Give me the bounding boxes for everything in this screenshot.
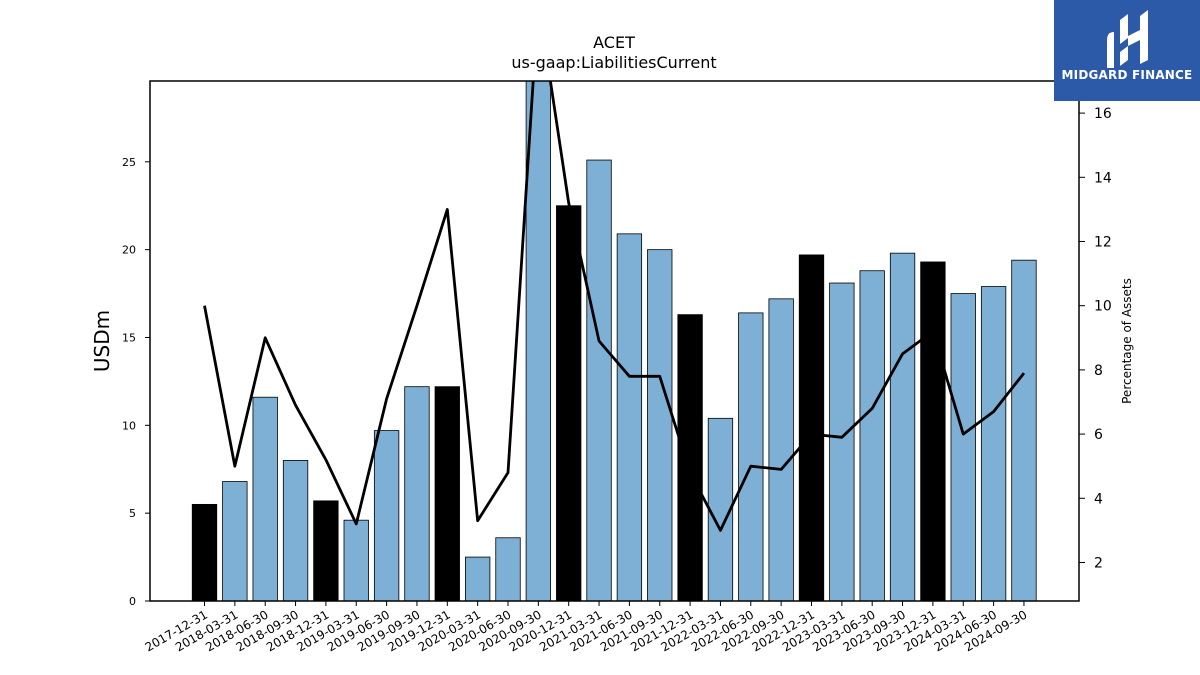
bar-2023-09-30 [889,252,916,601]
bar-2022-03-31 [707,417,734,601]
y2-tick-label: 10 [1094,299,1112,315]
bars-group [191,81,1037,601]
bar-2021-12-31 [677,314,703,601]
bar-2022-09-30 [768,298,794,601]
y-tick-label: 20 [122,244,136,257]
bar-2019-12-31 [434,386,460,601]
percentage-line [203,81,1026,532]
y-axis-label: USDm [90,310,114,372]
bar-2024-09-30 [1011,259,1037,601]
midgard-logo-icon [1107,10,1148,68]
bar-2022-12-31 [798,254,825,601]
logo-badge: MIDGARD FINANCE [1054,0,1200,101]
bar-2024-03-31 [950,293,976,601]
y2-tick-label: 2 [1094,555,1103,571]
y2-axis-label: Percentage of Assets [1120,278,1134,404]
y2-tick-label: 8 [1094,363,1103,379]
bar-2018-09-30 [282,460,309,601]
bar-2023-12-31 [920,261,946,601]
bar-2020-12-31 [556,205,582,601]
y2-tick-label: 14 [1094,170,1112,186]
y2-tick-label: 16 [1094,106,1112,122]
y-tick-label: 25 [122,156,136,169]
bar-2020-03-31 [464,556,491,601]
plot-frame [149,80,1080,602]
bar-2018-03-31 [222,481,248,601]
y-tick-label: 0 [129,595,136,608]
bar-2020-06-30 [495,537,521,601]
y2-tick-label: 6 [1094,427,1103,443]
y2-tick-label: 12 [1094,234,1112,250]
bar-2023-03-31 [829,282,855,601]
bar-2018-12-31 [313,500,339,601]
bar-2018-06-30 [252,396,278,601]
y2-axis-ticks: 2 4 6 8 10 12 14 16 [1079,106,1112,571]
y-axis-ticks: 0 5 10 15 20 25 [122,156,150,608]
logo-text: MIDGARD FINANCE [1061,68,1193,82]
x-axis-ticks: 2017-12-312018-03-312018-06-302018-09-30… [143,601,1029,654]
bar-2021-03-31 [586,159,612,601]
bar-2019-03-31 [343,519,369,601]
line-layer [203,81,1026,532]
bar-2021-06-30 [616,233,643,601]
y-tick-label: 15 [122,331,136,344]
bar-2023-06-30 [859,270,885,601]
bar-2017-12-31 [191,503,218,601]
bar-2021-09-30 [647,249,673,601]
chart-title: ACET [593,33,635,52]
y2-tick-label: 4 [1094,491,1103,507]
y-tick-label: 5 [129,507,136,520]
bar-2019-09-30 [404,386,430,601]
bar-2019-06-30 [373,430,400,601]
y-tick-label: 10 [122,419,136,432]
bar-2020-09-30 [525,81,551,601]
bar-2024-06-30 [980,286,1007,601]
bar-2022-06-30 [738,312,764,601]
chart-subtitle: us-gaap:LiabilitiesCurrent [511,53,716,72]
